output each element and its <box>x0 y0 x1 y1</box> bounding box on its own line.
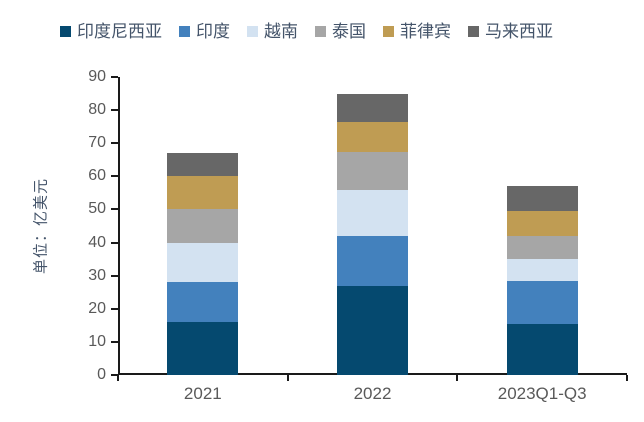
legend-item: 泰国 <box>315 23 366 40</box>
legend-label: 越南 <box>264 22 298 41</box>
y-tick-label: 10 <box>88 332 106 350</box>
y-tick-label: 40 <box>88 233 106 251</box>
bar-segment <box>167 153 239 177</box>
y-tick-mark <box>111 175 118 178</box>
x-axis-label: 2023Q1-Q3 <box>497 384 587 403</box>
y-tick-mark <box>111 208 118 211</box>
legend-swatch <box>179 26 190 37</box>
bar-segment <box>337 151 408 190</box>
legend-swatch <box>468 26 479 37</box>
bar-segment <box>506 235 578 260</box>
bar-segment <box>337 285 408 375</box>
y-tick-mark <box>111 241 118 244</box>
legend-swatch <box>383 26 394 37</box>
legend-item: 菲律宾 <box>383 23 451 40</box>
x-axis-label: 2022 <box>353 384 392 403</box>
legend-swatch <box>315 26 326 37</box>
bar <box>337 93 408 375</box>
y-tick-mark <box>111 340 118 343</box>
bar-segment <box>167 209 239 243</box>
bar-segment <box>167 282 239 323</box>
bar-segment <box>506 186 578 212</box>
bar-segment <box>506 259 578 281</box>
x-tick-mark <box>626 375 628 381</box>
y-tick-label: 50 <box>88 200 106 218</box>
bar <box>167 153 239 375</box>
legend-item: 印度 <box>179 23 230 40</box>
legend-label: 印度 <box>196 22 230 41</box>
bar-segment <box>337 93 408 122</box>
legend-label: 泰国 <box>332 22 366 41</box>
y-tick-label: 30 <box>88 266 106 284</box>
y-tick-label: 20 <box>88 299 106 317</box>
legend-label: 马来西亚 <box>485 22 553 41</box>
y-tick-label: 0 <box>97 366 106 383</box>
x-axis-label: 2021 <box>183 384 222 403</box>
y-axis-title: 单位：亿美元 <box>32 177 50 275</box>
y-tick-mark <box>111 76 118 78</box>
y-tick-label: 60 <box>88 167 106 185</box>
y-tick-mark <box>111 109 118 112</box>
legend-label: 印度尼西亚 <box>77 22 162 41</box>
bar-segment <box>167 176 239 210</box>
y-tick-mark <box>111 307 118 310</box>
bar <box>506 186 578 375</box>
legend-item: 印度尼西亚 <box>60 23 162 40</box>
x-tick-mark <box>117 375 119 381</box>
y-tick-label: 80 <box>88 101 106 119</box>
y-tick-mark <box>111 142 118 145</box>
bar-segment <box>167 242 239 283</box>
bar-segment <box>506 280 578 324</box>
y-tick-label: 70 <box>88 134 106 152</box>
legend-swatch <box>60 26 71 37</box>
bar-segment <box>337 189 408 236</box>
bar-segment <box>506 323 578 375</box>
bar-segment <box>337 235 408 286</box>
y-tick-mark <box>111 374 118 376</box>
legend-swatch <box>247 26 258 37</box>
y-tick-label: 90 <box>88 68 106 85</box>
bar-segment <box>337 121 408 152</box>
legend-label: 菲律宾 <box>400 22 451 41</box>
x-tick-mark <box>456 375 459 381</box>
y-tick-mark <box>111 274 118 277</box>
x-tick-mark <box>286 375 289 381</box>
bar-segment <box>506 211 578 236</box>
bar-segment <box>167 322 239 375</box>
legend-item: 马来西亚 <box>468 23 553 40</box>
legend: 印度尼西亚 印度 越南 泰国 菲律宾 马来西亚 <box>60 23 553 40</box>
legend-item: 越南 <box>247 23 298 40</box>
